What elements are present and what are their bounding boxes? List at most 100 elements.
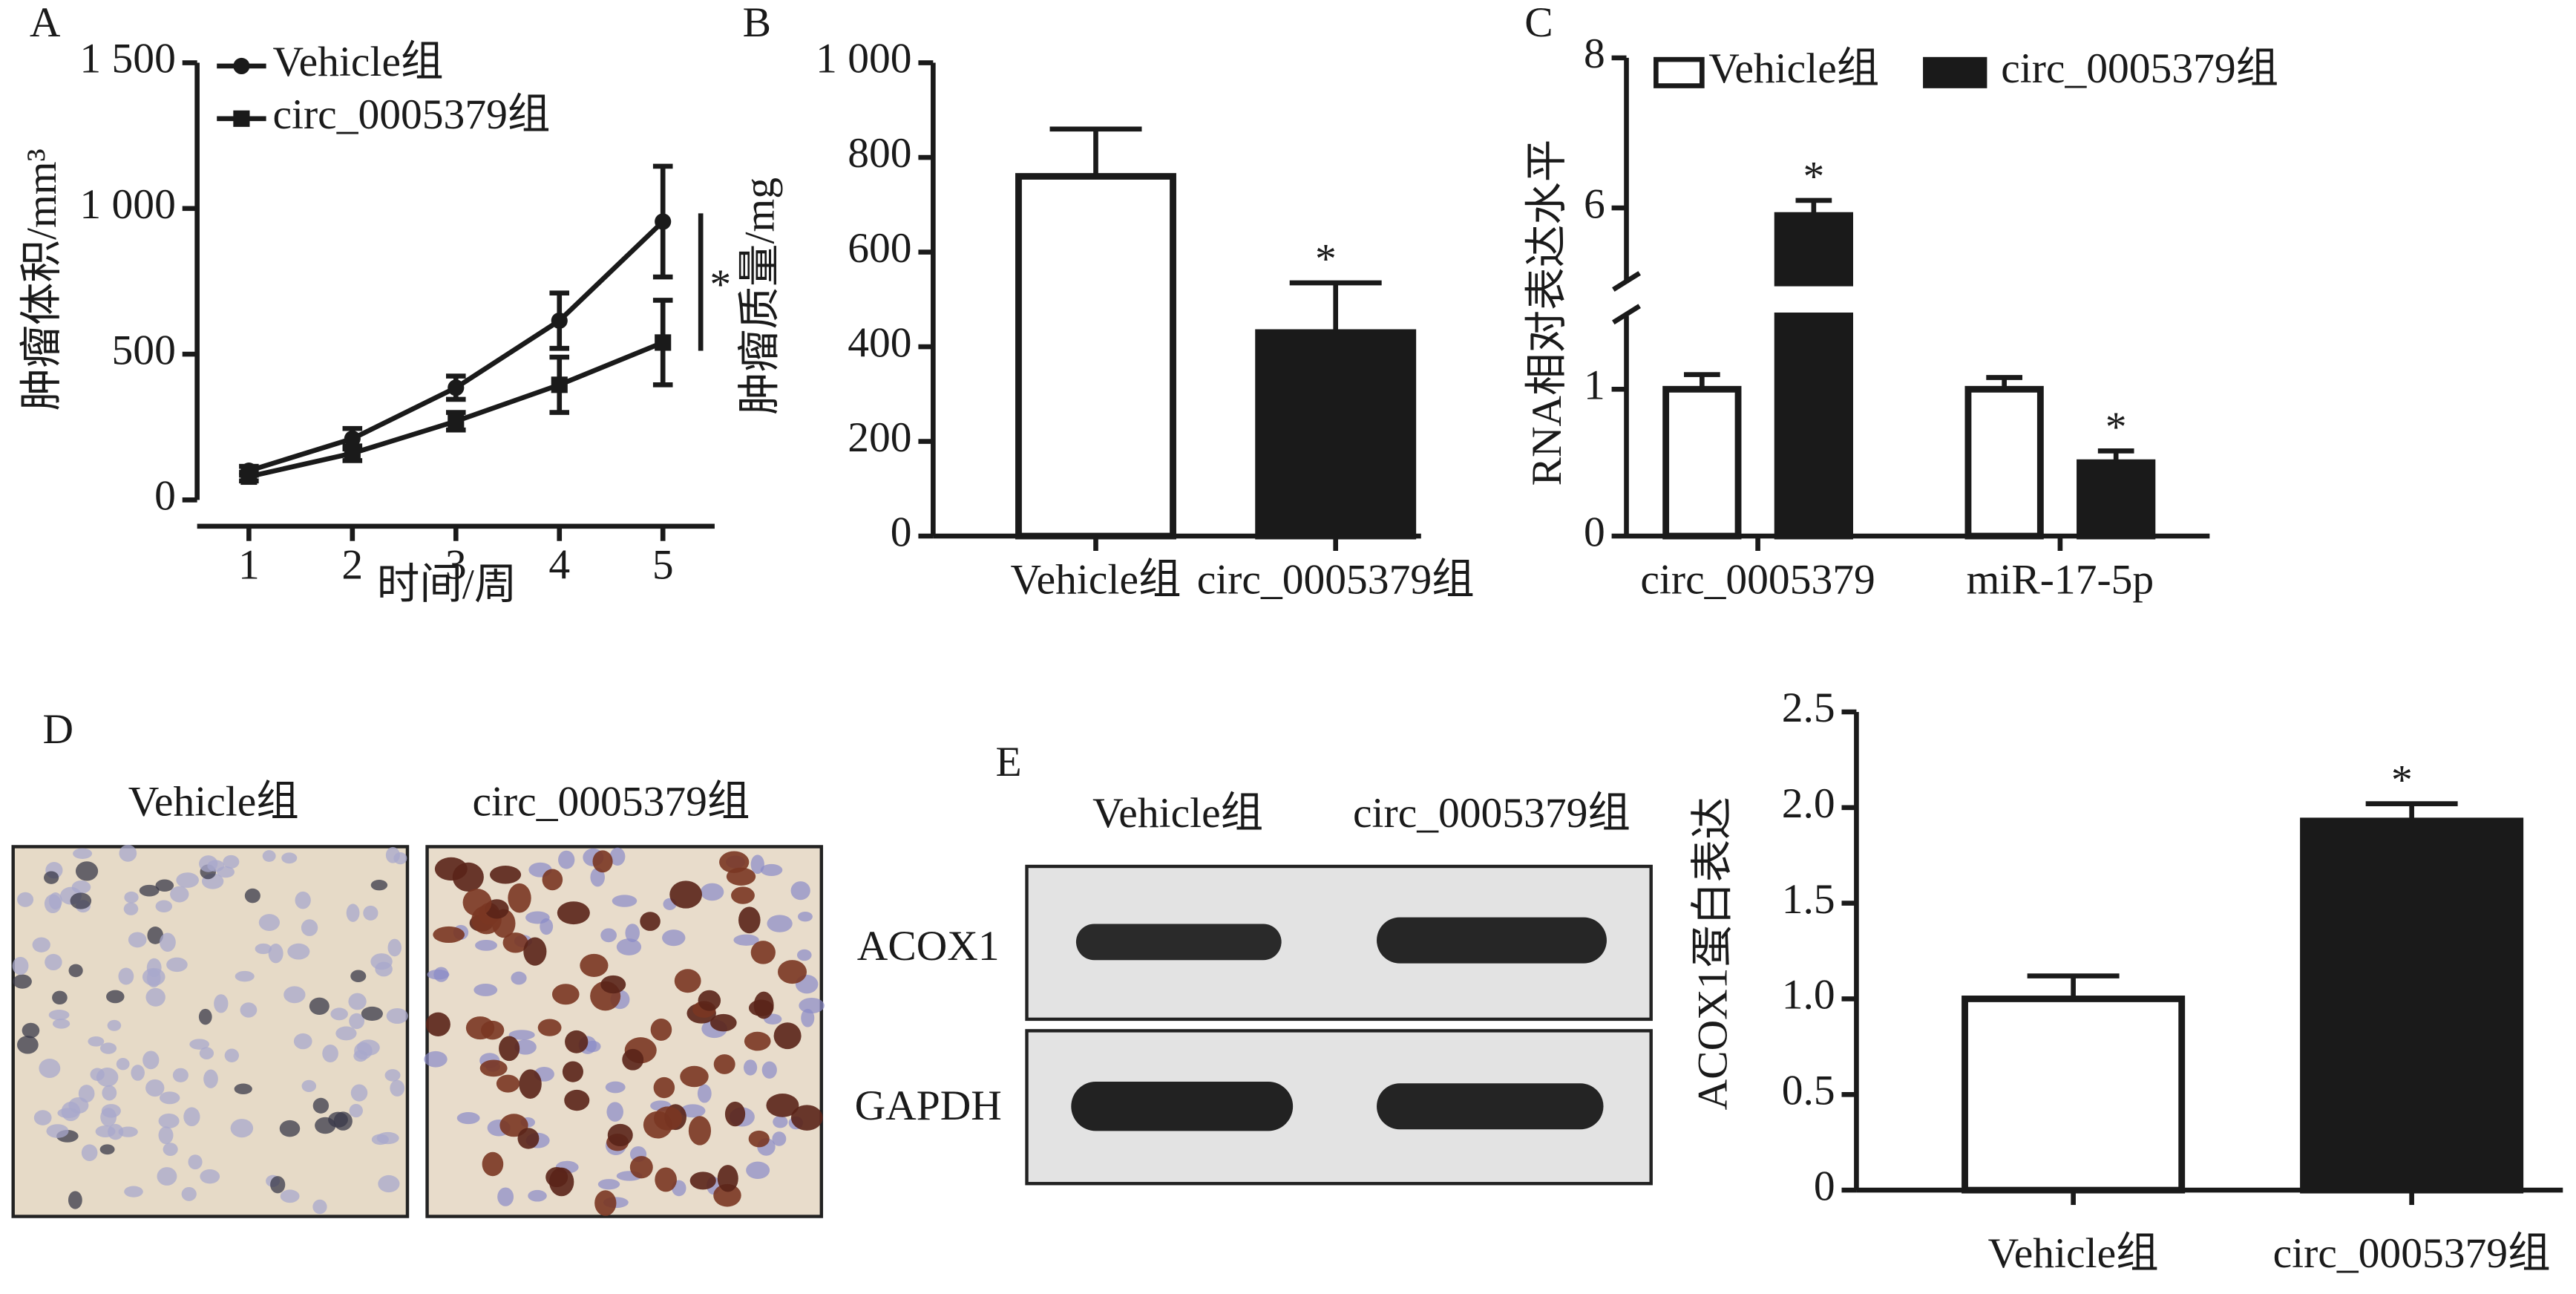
y-tick-label: 1 <box>1584 362 1605 409</box>
cell <box>170 886 189 903</box>
cell <box>52 990 68 1005</box>
cell <box>349 1103 363 1118</box>
cell <box>537 1019 562 1036</box>
cell <box>73 848 93 859</box>
cell <box>502 932 528 953</box>
cell <box>68 964 83 978</box>
legend-swatch <box>1923 56 1987 88</box>
bar <box>2077 459 2156 540</box>
cell <box>123 902 139 915</box>
cell <box>386 1007 408 1025</box>
y-tick-label: 1.0 <box>1782 972 1835 1019</box>
cell <box>234 1083 252 1095</box>
cell <box>78 1085 95 1103</box>
cell <box>255 943 272 955</box>
cell <box>107 1019 122 1031</box>
x-tick-label: Vehicle组 <box>1988 1230 2159 1277</box>
legend-label: circ_0005379组 <box>2001 45 2278 92</box>
x-tick-label: circ_0005379组 <box>2273 1230 2551 1277</box>
cell <box>145 987 165 1007</box>
y-axis-label: 肿瘤体积/mm³ <box>19 148 65 411</box>
x-tick-label: 4 <box>548 542 570 589</box>
cell <box>354 1042 373 1060</box>
cell <box>713 1183 741 1207</box>
cell <box>322 1044 338 1063</box>
cell <box>16 1036 39 1054</box>
cell <box>653 1076 675 1099</box>
point <box>551 312 568 330</box>
cell <box>312 1097 330 1114</box>
cell <box>688 1116 712 1146</box>
cell <box>748 1130 770 1148</box>
cell <box>158 1126 174 1145</box>
cell <box>465 1016 495 1040</box>
cell <box>674 969 701 993</box>
cell <box>433 926 465 944</box>
cell <box>198 1008 212 1025</box>
y-tick-label: 0 <box>1814 1163 1835 1209</box>
cell <box>607 1123 633 1147</box>
x-tick-label: circ_0005379组 <box>1197 556 1475 603</box>
cell <box>350 970 367 983</box>
cell <box>301 1079 317 1093</box>
y-tick-label: 1 000 <box>816 36 911 82</box>
cell <box>612 895 638 907</box>
cell <box>142 967 165 986</box>
panel-label: A <box>30 0 61 46</box>
y-tick-label: 400 <box>848 319 911 366</box>
cell <box>48 892 62 910</box>
cell <box>496 1074 520 1093</box>
cell <box>118 1126 138 1137</box>
cell <box>479 1059 508 1077</box>
cell <box>689 1172 716 1190</box>
cell <box>163 1143 178 1157</box>
cell <box>662 929 686 947</box>
annotation: * <box>1315 236 1337 283</box>
cell <box>528 1189 547 1202</box>
cell <box>45 953 62 971</box>
point <box>448 379 465 396</box>
cell <box>81 1144 98 1161</box>
cell <box>350 1084 368 1102</box>
cell <box>363 905 378 921</box>
cell <box>473 984 498 996</box>
error-bar <box>1289 280 1382 333</box>
cell <box>32 937 50 952</box>
y-tick-label: 200 <box>848 414 911 461</box>
cell <box>183 1107 200 1127</box>
bar <box>1962 996 2186 1194</box>
cell <box>155 879 174 892</box>
y-tick-label: 800 <box>848 130 911 177</box>
cell <box>387 938 402 957</box>
cell <box>189 1039 209 1050</box>
cell <box>773 1115 788 1128</box>
cell <box>124 1186 143 1197</box>
cell <box>746 1161 770 1180</box>
cell <box>293 1033 312 1050</box>
cell <box>346 903 360 922</box>
cell <box>597 1179 620 1190</box>
y-tick-label: 500 <box>112 327 176 373</box>
cell <box>376 1131 399 1145</box>
cell <box>456 1111 480 1125</box>
cell <box>268 944 284 964</box>
cell <box>240 1002 258 1018</box>
cell <box>224 1048 240 1062</box>
cell <box>761 1061 777 1079</box>
cell <box>433 967 449 982</box>
cell <box>214 994 229 1013</box>
panel-label: D <box>43 706 74 753</box>
point <box>344 430 361 448</box>
cell <box>551 984 580 1005</box>
cell <box>697 1084 712 1103</box>
cell <box>799 997 825 1013</box>
annotation: * <box>709 261 731 308</box>
cell <box>145 1079 165 1097</box>
cell <box>279 1120 301 1137</box>
cell <box>669 880 702 909</box>
cell <box>309 997 330 1016</box>
cell <box>128 932 147 948</box>
cell <box>131 1065 145 1081</box>
cell <box>750 855 764 875</box>
cell <box>157 1167 177 1186</box>
